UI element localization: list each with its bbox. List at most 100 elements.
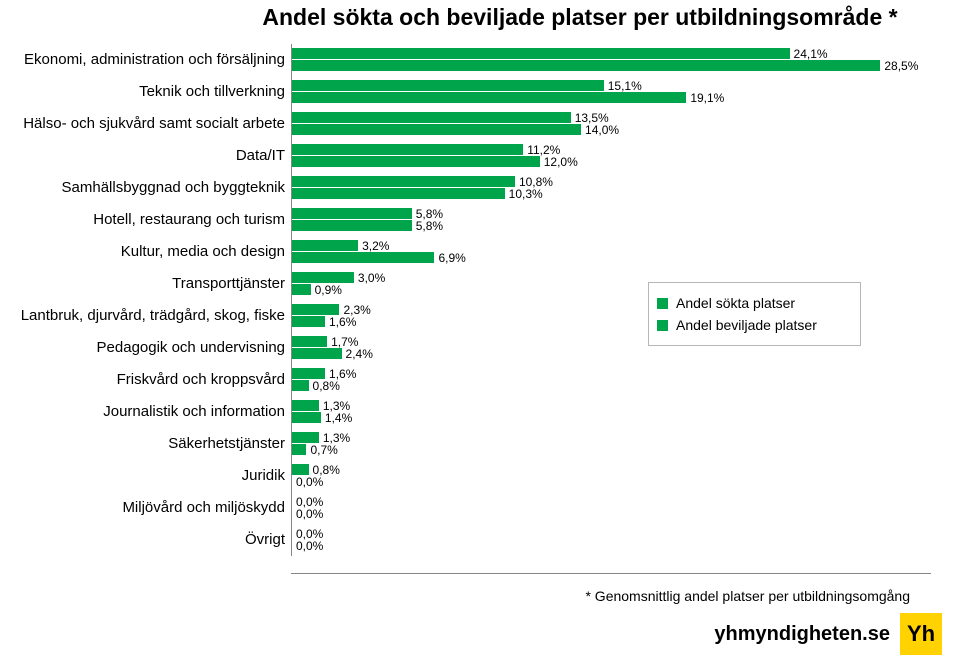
chart-row: Juridik0,8%0,0% <box>10 460 950 492</box>
chart-title: Andel sökta och beviljade platser per ut… <box>200 4 960 31</box>
bar-value-label: 0,9% <box>315 283 342 297</box>
bar-sokta: 2,3% <box>292 304 339 315</box>
chart-row: Miljövård och miljöskydd0,0%0,0% <box>10 492 950 524</box>
category-label: Lantbruk, djurvård, trädgård, skog, fisk… <box>10 308 291 325</box>
bars-cell: 5,8% 5,8% <box>291 204 932 236</box>
bar-value-label: 15,1% <box>608 79 642 93</box>
legend-label-sokta: Andel sökta platser <box>676 295 795 311</box>
chart-row: Hotell, restaurang och turism5,8%5,8% <box>10 204 950 236</box>
bar-sokta: 0,8% <box>292 464 309 475</box>
bar-value-label: 0,0% <box>296 539 323 553</box>
bar-beviljade: 28,5% <box>292 60 880 71</box>
bar-beviljade: 0,7% <box>292 444 306 455</box>
bar-beviljade: 1,4% <box>292 412 321 423</box>
category-label: Kultur, media och design <box>10 244 291 261</box>
legend-swatch-sokta <box>657 298 668 309</box>
chart-row: Samhällsbyggnad och byggteknik10,8%10,3% <box>10 172 950 204</box>
bar-beviljade: 12,0% <box>292 156 540 167</box>
legend-swatch-beviljade <box>657 320 668 331</box>
bar-beviljade: 2,4% <box>292 348 342 359</box>
category-label: Övrigt <box>10 532 291 549</box>
brand-logo: Yh <box>900 613 942 655</box>
category-label: Juridik <box>10 468 291 485</box>
bar-value-label: 1,6% <box>329 315 356 329</box>
bar-sokta: 15,1% <box>292 80 604 91</box>
bar-value-label: 12,0% <box>544 155 578 169</box>
bars-cell: 24,1%28,5% <box>291 44 932 76</box>
category-label: Hotell, restaurang och turism <box>10 212 291 229</box>
chart-row: Journalistik och information1,3%1,4% <box>10 396 950 428</box>
bar-beviljade: 0,9% <box>292 284 311 295</box>
category-label: Säkerhetstjänster <box>10 436 291 453</box>
bars-cell: 0,0%0,0% <box>291 524 932 556</box>
category-label: Hälso- och sjukvård samt socialt arbete <box>10 116 291 133</box>
bar-value-label: 19,1% <box>690 91 724 105</box>
bar-value-label: 0,8% <box>313 379 340 393</box>
bar-value-label: 14,0% <box>585 123 619 137</box>
chart-row: Kultur, media och design3,2%6,9% <box>10 236 950 268</box>
bar-value-label: 24,1% <box>794 47 828 61</box>
brand-text: yhmyndigheten.se <box>714 623 890 646</box>
category-label: Journalistik och information <box>10 404 291 421</box>
brand-logo-text: Yh <box>907 621 935 647</box>
bar-sokta: 1,3% <box>292 432 319 443</box>
bar-sokta: 11,2% <box>292 144 523 155</box>
bar-sokta: 3,0% <box>292 272 354 283</box>
chart-row: Data/IT11,2%12,0% <box>10 140 950 172</box>
bar-sokta: 24,1% <box>292 48 790 59</box>
chart-row: Övrigt0,0%0,0% <box>10 524 950 556</box>
bar-value-label: 28,5% <box>884 59 918 73</box>
bar-sokta: 3,2% <box>292 240 358 251</box>
x-axis-line <box>291 573 931 574</box>
bars-cell: 3,2%6,9% <box>291 236 932 268</box>
bar-value-label: 0,7% <box>310 443 337 457</box>
bars-cell: 11,2%12,0% <box>291 140 932 172</box>
bar-value-label: 6,9% <box>438 251 465 265</box>
bar-beviljade: 10,3% <box>292 188 505 199</box>
bar-sokta: 1,6% <box>292 368 325 379</box>
chart-row: Hälso- och sjukvård samt socialt arbete1… <box>10 108 950 140</box>
brand-block: yhmyndigheten.se Yh <box>714 613 942 655</box>
category-label: Pedagogik och undervisning <box>10 340 291 357</box>
bars-cell: 13,5%14,0% <box>291 108 932 140</box>
bars-cell: 1,6%0,8% <box>291 364 932 396</box>
bar-sokta: 1,3% <box>292 400 319 411</box>
chart-row: Friskvård och kroppsvård1,6%0,8% <box>10 364 950 396</box>
bar-sokta: 10,8% <box>292 176 515 187</box>
chart-row: Ekonomi, administration och försäljning2… <box>10 44 950 76</box>
bar-beviljade: 5,8% <box>292 220 412 231</box>
bar-sokta: 13,5% <box>292 112 571 123</box>
bar-beviljade: 6,9% <box>292 252 434 263</box>
bar-beviljade: 0,8% <box>292 380 309 391</box>
category-label: Samhällsbyggnad och byggteknik <box>10 180 291 197</box>
category-label: Transporttjänster <box>10 276 291 293</box>
bar-value-label: 0,0% <box>296 507 323 521</box>
bar-sokta: 1,7% <box>292 336 327 347</box>
bar-value-label: 3,2% <box>362 239 389 253</box>
footnote-text: * Genomsnittlig andel platser per utbild… <box>0 588 910 604</box>
bars-cell: 1,3%1,4% <box>291 396 932 428</box>
bar-value-label: 3,0% <box>358 271 385 285</box>
page: Andel sökta och beviljade platser per ut… <box>0 0 960 669</box>
category-label: Miljövård och miljöskydd <box>10 500 291 517</box>
legend-item-beviljade: Andel beviljade platser <box>657 317 852 333</box>
bars-cell: 15,1%19,1% <box>291 76 932 108</box>
bar-value-label: 5,8% <box>416 219 443 233</box>
bars-cell: 1,3%0,7% <box>291 428 932 460</box>
bar-beviljade: 1,6% <box>292 316 325 327</box>
category-label: Teknik och tillverkning <box>10 84 291 101</box>
chart-row: Teknik och tillverkning15,1%19,1% <box>10 76 950 108</box>
bars-cell: 0,8%0,0% <box>291 460 932 492</box>
legend-item-sokta: Andel sökta platser <box>657 295 852 311</box>
bar-beviljade: 14,0% <box>292 124 581 135</box>
bar-value-label: 10,3% <box>509 187 543 201</box>
category-label: Ekonomi, administration och försäljning <box>10 52 291 69</box>
legend-label-beviljade: Andel beviljade platser <box>676 317 817 333</box>
bar-beviljade: 19,1% <box>292 92 686 103</box>
category-label: Data/IT <box>10 148 291 165</box>
bars-cell: 10,8%10,3% <box>291 172 932 204</box>
bar-value-label: 1,4% <box>325 411 352 425</box>
bar-value-label: 2,4% <box>346 347 373 361</box>
legend: Andel sökta platser Andel beviljade plat… <box>648 282 861 346</box>
bars-cell: 0,0%0,0% <box>291 492 932 524</box>
